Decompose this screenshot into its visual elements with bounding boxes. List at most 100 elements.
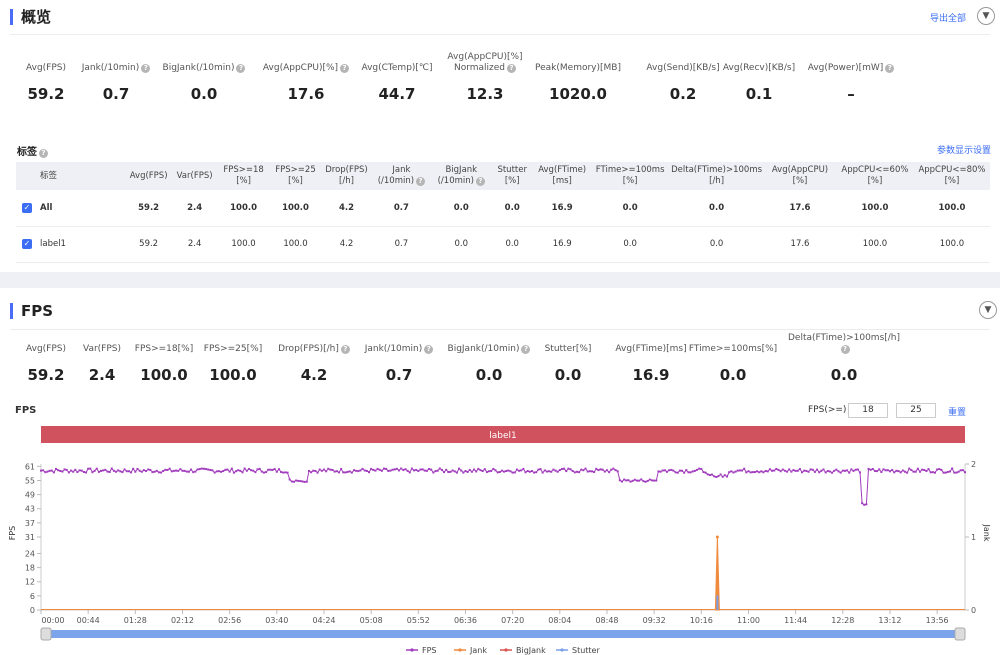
column-header[interactable]: Avg(AppCPU) [%] (764, 162, 836, 190)
help-icon[interactable]: ? (424, 345, 434, 354)
reset-button[interactable]: 重置 (948, 408, 967, 418)
fps-point (522, 467, 525, 470)
fps-point (627, 479, 630, 482)
table-row[interactable]: ✓ All 59.2 2.4 100.0 100.0 4.2 0.7 0.0 0.0 16.9 0.0… (16, 190, 990, 227)
legend-label: Stutter (572, 646, 600, 655)
column-header[interactable]: Drop(FPS) [/h] (321, 162, 372, 190)
timeline-left-handle[interactable] (40, 627, 52, 641)
metric-value: 2.4 (88, 366, 116, 384)
fps-point (479, 469, 482, 472)
x-tick-label: 04:24 (312, 616, 335, 625)
row-label-name: All (40, 203, 53, 213)
y-left-tick-label: 37 (25, 519, 35, 528)
column-header-line1: AppCPU<=80% (918, 165, 986, 175)
legend-item-bigjank[interactable]: BigJank (500, 646, 546, 655)
fps-point (108, 470, 111, 473)
timeline-right-handle[interactable] (954, 627, 966, 641)
table-row[interactable]: ✓ label1 59.2 2.4 100.0 100.0 4.2 0.7 0.0 0.0 16.9… (16, 226, 990, 263)
fps-point (865, 503, 868, 506)
fps-point (436, 469, 439, 472)
metric-label-line2: Normalized? (454, 63, 517, 74)
help-icon[interactable]: ? (141, 64, 151, 73)
fps-point (668, 469, 671, 472)
timeline-scrollbar-thumb[interactable] (47, 630, 959, 638)
column-header[interactable]: FTime>=100ms [%] (591, 162, 670, 190)
fps-point (642, 480, 645, 483)
fps-point (425, 469, 428, 472)
fps-point (260, 470, 263, 473)
fps-point (344, 471, 347, 474)
help-icon[interactable]: ? (507, 64, 517, 73)
help-icon[interactable]: ? (340, 345, 350, 354)
fps-point (573, 471, 576, 474)
column-header[interactable]: Avg(FTime) [ms] (533, 162, 592, 190)
fps-collapse-icon[interactable]: ▼ (979, 301, 997, 319)
fps-point (620, 480, 623, 483)
fps-threshold-25-input[interactable]: 25 (896, 403, 936, 418)
fps-point (67, 471, 70, 474)
column-header[interactable]: AppCPU<=80% [%] (913, 162, 990, 190)
metric-label-line: Peak(Memory)[MB] (535, 63, 621, 74)
fps-point (916, 467, 919, 470)
column-header[interactable]: Var(FPS) (171, 162, 218, 190)
fps-point (888, 470, 891, 473)
fps-point (380, 469, 383, 472)
help-icon[interactable]: ? (885, 64, 895, 73)
export-all-link[interactable]: 导出全部 (930, 14, 967, 24)
fps-point (584, 467, 587, 470)
column-header[interactable]: Jank (/10min)? (371, 162, 432, 190)
fps-point (57, 469, 60, 472)
fps-point (282, 471, 285, 474)
legend-item-stutter[interactable]: Stutter (556, 646, 600, 655)
help-icon[interactable]: ? (521, 345, 531, 354)
fps-point (511, 471, 514, 474)
column-header[interactable]: Stutter [%] (491, 162, 534, 190)
row-checkbox[interactable]: ✓ (22, 238, 32, 249)
column-header[interactable]: 标签 (16, 162, 126, 190)
column-header[interactable]: Avg(FPS) (125, 162, 172, 190)
column-header[interactable]: FPS>=18 [%] (217, 162, 270, 190)
y-left-tick-label: 18 (25, 564, 35, 573)
legend-item-fps[interactable]: FPS (406, 646, 437, 655)
fps-point (818, 471, 821, 474)
metric-label: Jank(/10min)? (61, 52, 171, 74)
fps-point (134, 470, 137, 473)
row-checkbox[interactable]: ✓ (22, 202, 32, 213)
fps-point (350, 471, 353, 474)
y-left-tick-label: 55 (25, 476, 35, 485)
fps-point (215, 470, 218, 473)
column-header[interactable]: AppCPU<=60% [%] (835, 162, 914, 190)
fps-point (295, 479, 298, 482)
fps-point (601, 468, 604, 471)
fps-point (372, 468, 375, 471)
help-icon[interactable]: ? (840, 345, 850, 354)
column-header[interactable]: FPS>=25 [%] (269, 162, 322, 190)
fps-point (235, 470, 238, 473)
help-icon[interactable]: ? (236, 64, 246, 73)
param-display-settings-link[interactable]: 参数显示设置 (937, 146, 992, 156)
overview-collapse-icon[interactable]: ▼ (977, 7, 995, 25)
table-cell: 100.0 (835, 190, 914, 227)
table-cell: 17.6 (764, 190, 836, 227)
fps-point (700, 468, 703, 471)
column-header[interactable]: BigJank (/10min)? (431, 162, 492, 190)
fps-point (87, 467, 90, 470)
fps-point (368, 471, 371, 474)
fps-point (743, 467, 746, 470)
help-icon[interactable]: ? (39, 149, 48, 158)
label-band[interactable] (41, 426, 965, 443)
fps-threshold-18-input[interactable]: 18 (848, 403, 888, 418)
fps-point (121, 471, 124, 474)
fps-point (398, 469, 401, 472)
fps-point (869, 468, 872, 471)
legend-item-jank[interactable]: Jank (454, 646, 487, 655)
labels-title: 标签? (17, 143, 48, 158)
metric: FTime>=100ms[%] 0.0 (678, 333, 788, 384)
help-icon[interactable]: ? (340, 64, 350, 73)
x-tick-label: 05:08 (360, 616, 383, 625)
help-icon[interactable]: ? (416, 177, 426, 186)
column-header[interactable]: Delta(FTime)>100ms [/h] (669, 162, 765, 190)
help-icon[interactable]: ? (475, 177, 485, 186)
y-left-tick-label: 24 (25, 549, 35, 558)
